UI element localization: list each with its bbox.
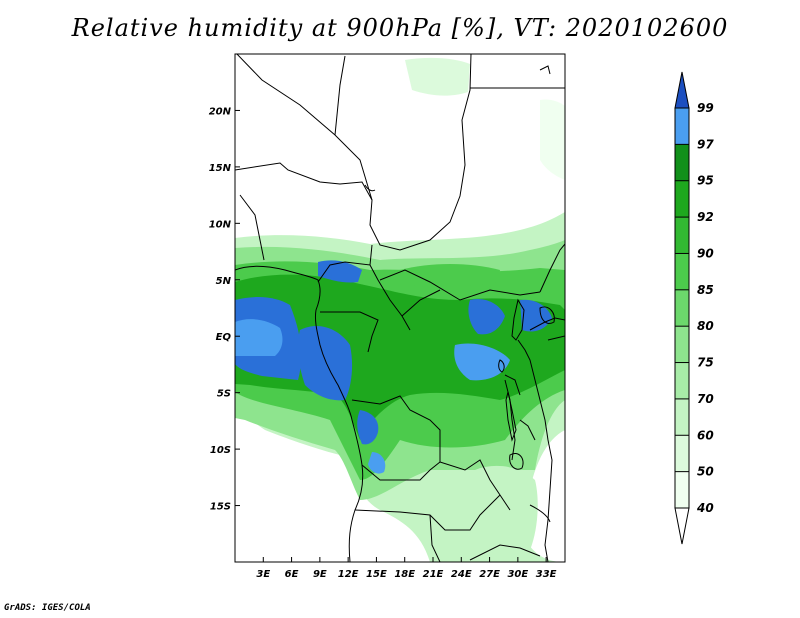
colorbar-segment bbox=[675, 108, 689, 145]
colorbar-label: 80 bbox=[697, 319, 714, 333]
colorbar-label: 60 bbox=[697, 428, 714, 442]
colorbar-label: 40 bbox=[696, 501, 714, 515]
lat-tick-label: 5N bbox=[216, 276, 232, 287]
colorbar-label: 75 bbox=[697, 356, 714, 370]
colorbar: 40 50 60 70 75 80 85 90 92 95 97 99 bbox=[674, 71, 714, 545]
longitude-axis: 3E 6E 9E 12E 15E 18E 21E 24E 27E 30E 33E bbox=[256, 557, 557, 580]
lat-tick-label: 15N bbox=[209, 163, 232, 174]
lon-tick-label: 18E bbox=[394, 569, 415, 580]
colorbar-label: 85 bbox=[697, 283, 714, 297]
colorbar-segment bbox=[675, 435, 689, 472]
credit-label: GrADS: IGES/COLA bbox=[4, 603, 91, 613]
colorbar-label: 99 bbox=[697, 101, 714, 115]
colorbar-segment bbox=[675, 362, 689, 399]
map-title: Relative humidity at 900hPa [%], VT: 202… bbox=[71, 14, 729, 42]
lon-tick-label: 33E bbox=[536, 569, 557, 580]
lon-tick-label: 21E bbox=[423, 569, 444, 580]
lat-tick-label: 20N bbox=[209, 106, 232, 117]
lon-tick-label: 6E bbox=[285, 569, 299, 580]
colorbar-bottom-arrow bbox=[674, 507, 690, 545]
lon-tick-label: 9E bbox=[313, 569, 327, 580]
colorbar-label: 97 bbox=[697, 137, 714, 151]
lon-tick-label: 27E bbox=[479, 569, 500, 580]
lat-tick-label: 10S bbox=[210, 445, 231, 456]
colorbar-segment bbox=[675, 471, 689, 508]
colorbar-segment bbox=[675, 144, 689, 181]
lon-tick-label: 12E bbox=[338, 569, 359, 580]
colorbar-label: 95 bbox=[697, 174, 714, 188]
lakes bbox=[498, 298, 555, 442]
lon-tick-label: 15E bbox=[366, 569, 387, 580]
colorbar-label: 92 bbox=[697, 210, 714, 224]
colorbar-top-arrow bbox=[674, 71, 690, 109]
colorbar-segment bbox=[675, 289, 689, 327]
lat-tick-label: 5S bbox=[217, 389, 231, 400]
colorbar-segment bbox=[675, 398, 689, 436]
lon-tick-label: 3E bbox=[256, 569, 270, 580]
lat-tick-label: 15S bbox=[210, 502, 231, 513]
map-frame bbox=[234, 53, 566, 563]
colorbar-segment bbox=[675, 217, 689, 254]
map-area bbox=[235, 54, 565, 562]
colorbar-segment bbox=[675, 180, 689, 218]
humidity-field bbox=[235, 57, 565, 562]
colorbar-segment bbox=[675, 253, 689, 290]
colorbar-label: 90 bbox=[697, 246, 714, 260]
colorbar-label: 70 bbox=[697, 392, 714, 406]
lon-tick-label: 24E bbox=[451, 569, 472, 580]
lon-tick-label: 30E bbox=[507, 569, 528, 580]
colorbar-segment bbox=[675, 326, 689, 363]
latitude-axis: 20N 15N 10N 5N EQ 5S 10S 15S bbox=[209, 106, 240, 513]
colorbar-label: 50 bbox=[697, 465, 714, 479]
lat-tick-label: 10N bbox=[209, 219, 232, 230]
lat-tick-label: EQ bbox=[216, 332, 232, 343]
country-borders bbox=[235, 54, 565, 562]
